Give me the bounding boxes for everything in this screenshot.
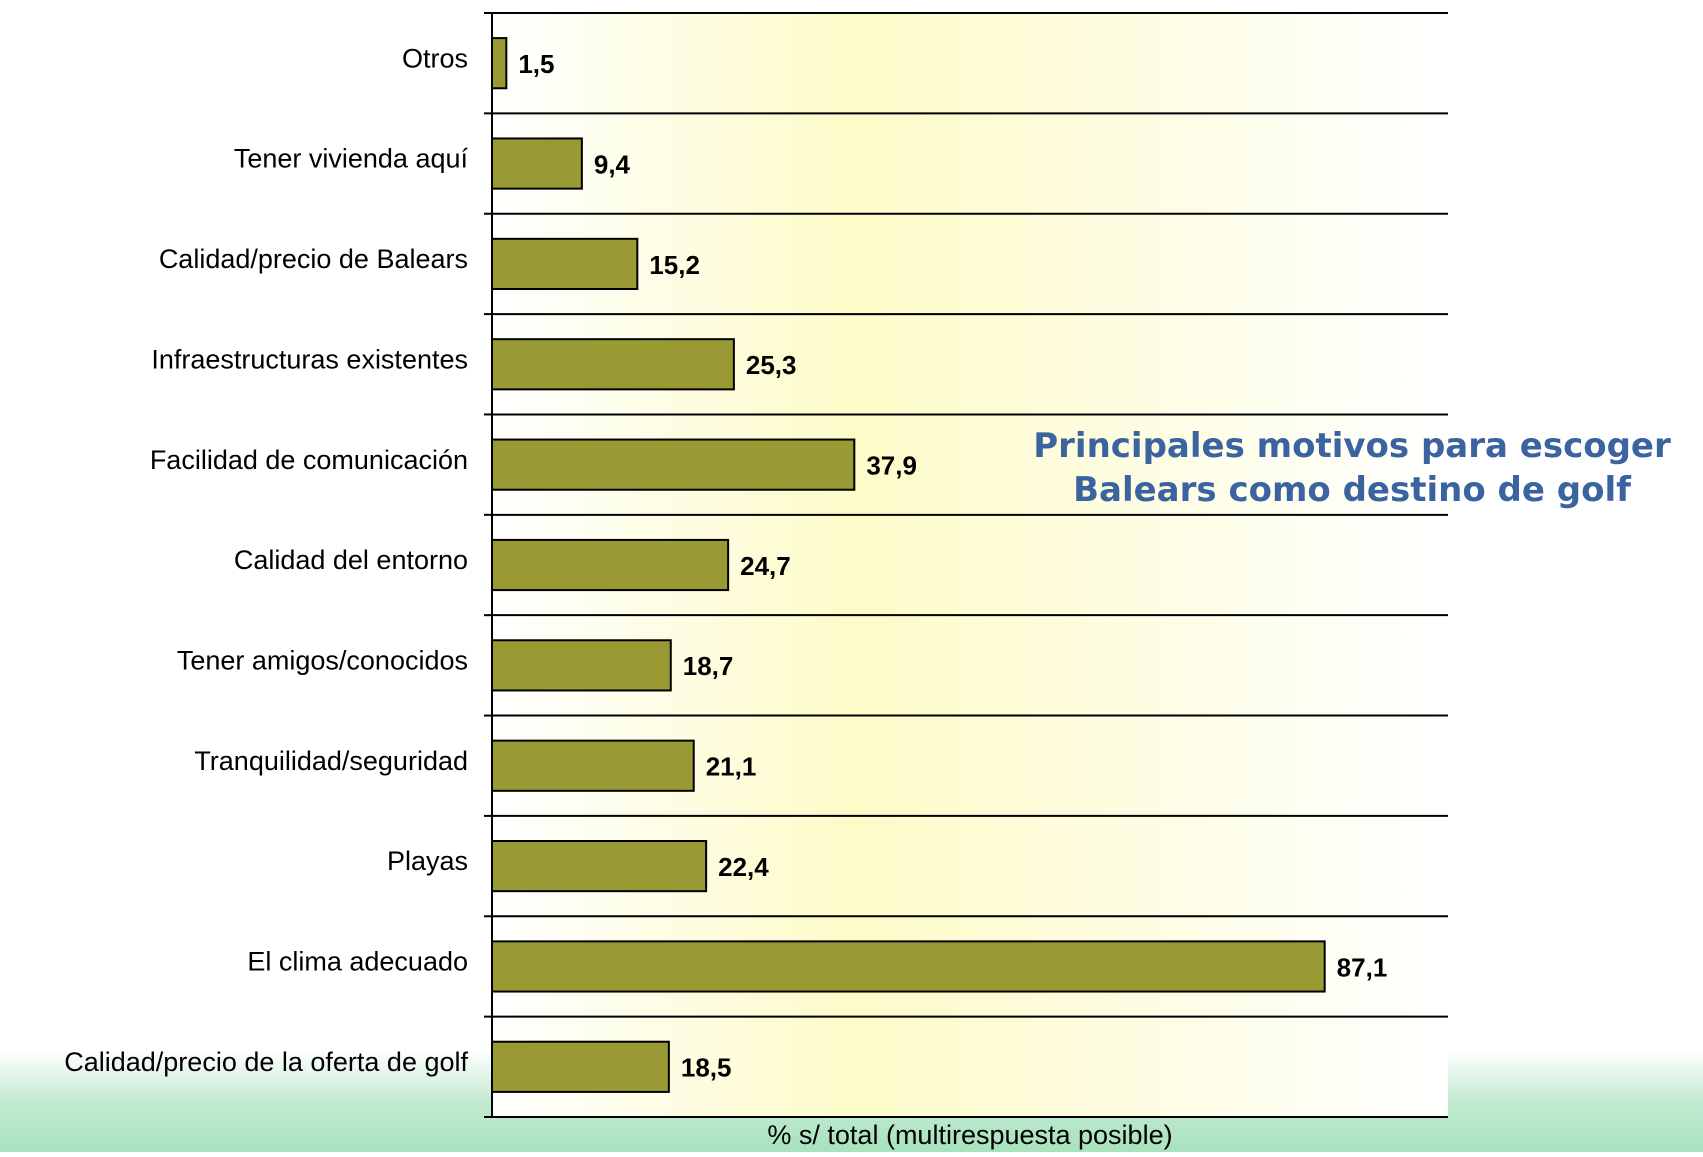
data-label: 9,4 — [594, 149, 631, 179]
x-axis-label: % s/ total (multirespuesta posible) — [767, 1120, 1172, 1150]
bar — [491, 237, 639, 290]
data-label: 21,1 — [706, 752, 757, 782]
y-tick-label: Tener amigos/conocidos — [177, 645, 468, 675]
y-tick-label: Infraestructuras existentes — [151, 344, 468, 374]
bar — [491, 1040, 670, 1093]
data-label: 22,4 — [718, 852, 769, 882]
data-label: 87,1 — [1337, 952, 1388, 982]
data-label: 37,9 — [866, 451, 917, 481]
data-label: 1,5 — [518, 49, 554, 79]
y-tick-label: Calidad/precio de la oferta de golf — [64, 1047, 468, 1077]
data-label: 18,5 — [681, 1053, 732, 1083]
y-tick-label: Calidad/precio de Balears — [159, 244, 468, 274]
chart-title: Principales motivos para escoger Balears … — [1033, 426, 1671, 510]
data-label: 25,3 — [746, 350, 797, 380]
y-tick-label: Tener vivienda aquí — [234, 144, 469, 174]
title-line: Principales motivos para escoger — [1033, 426, 1671, 466]
bar — [491, 438, 856, 491]
y-tick-label: Calidad del entorno — [234, 545, 468, 575]
data-label: 15,2 — [649, 250, 700, 280]
y-tick-label: Facilidad de comunicación — [150, 445, 468, 475]
y-tick-label: Tranquilidad/seguridad — [194, 746, 468, 776]
data-label: 18,7 — [683, 651, 734, 681]
y-tick-label: Otros — [402, 43, 468, 73]
y-tick-label: El clima adecuado — [247, 947, 468, 977]
bar — [491, 739, 695, 792]
bar — [491, 639, 672, 692]
bar — [491, 538, 730, 592]
bar — [491, 37, 508, 90]
data-label: 24,7 — [740, 551, 791, 581]
bar — [491, 840, 708, 893]
bar — [491, 940, 1326, 993]
title-line: Balears como destino de golf — [1073, 470, 1632, 510]
bar — [491, 137, 583, 190]
bar — [491, 338, 735, 391]
y-tick-label: Playas — [387, 846, 468, 876]
